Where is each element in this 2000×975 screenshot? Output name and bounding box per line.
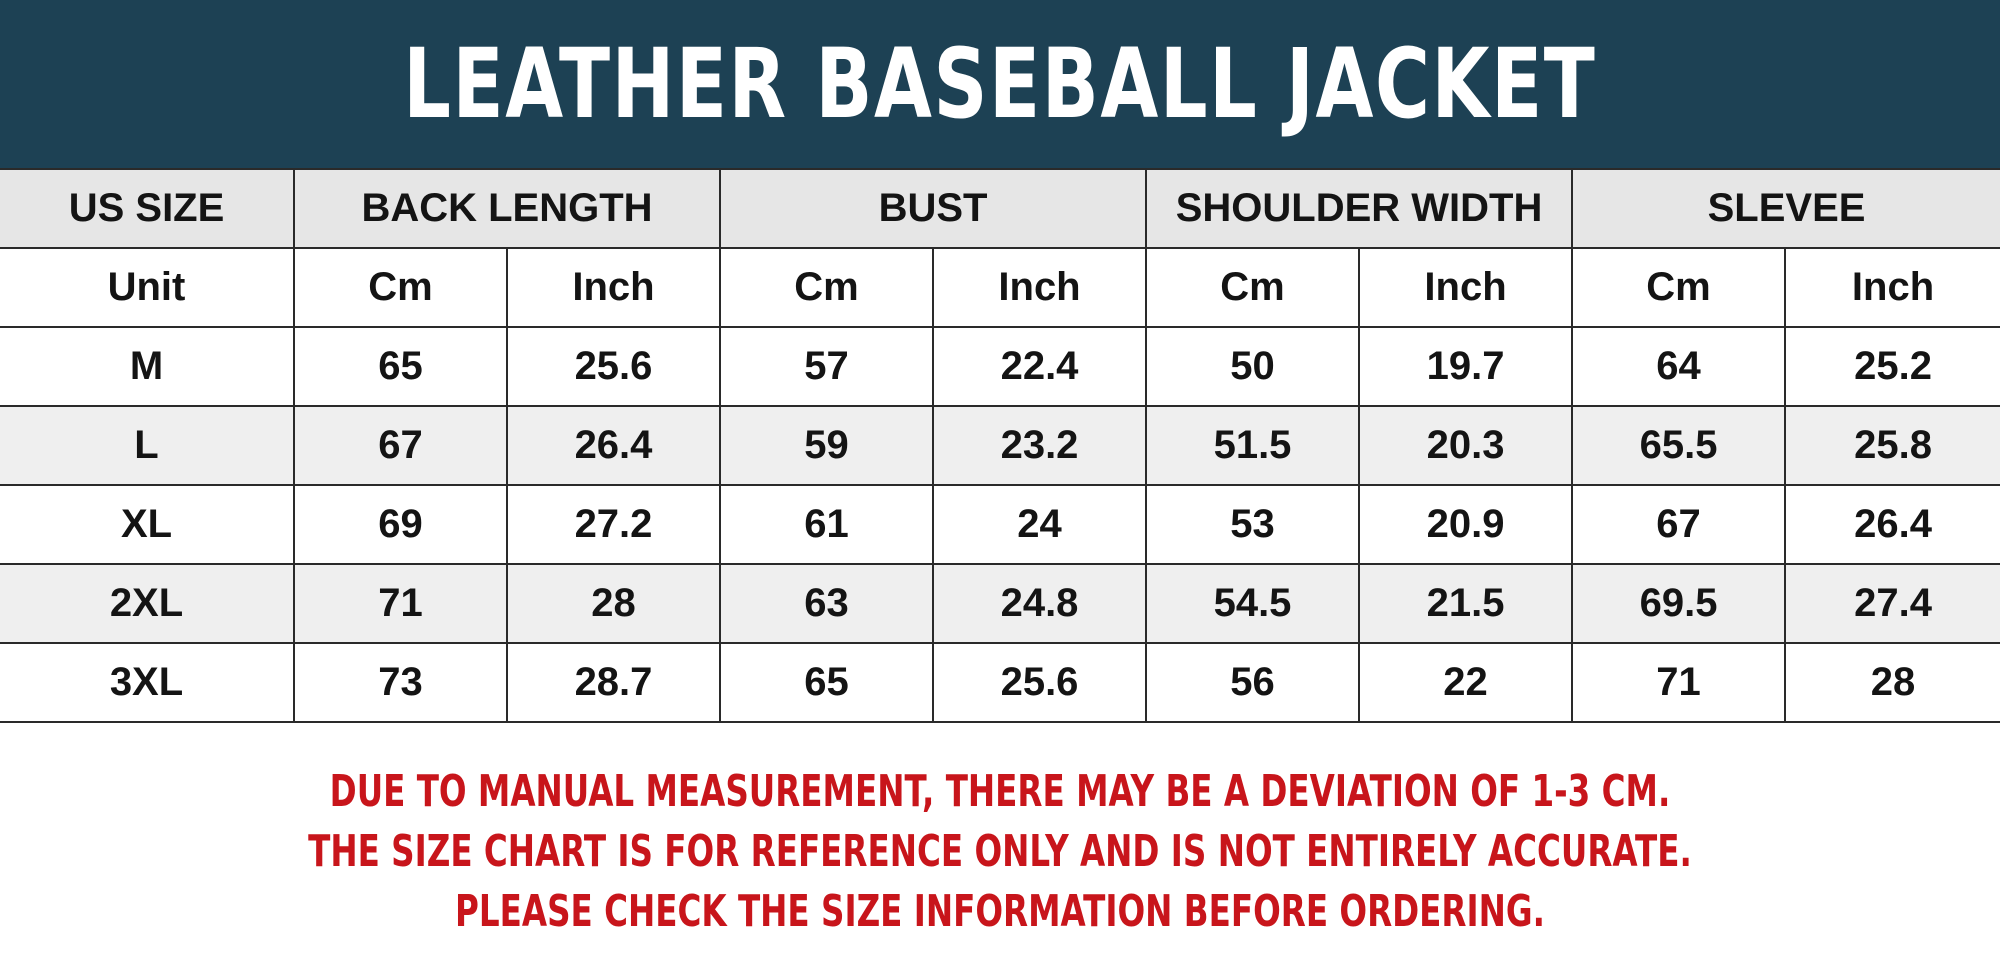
table-cell: 65 bbox=[719, 642, 934, 723]
table-cell: 51.5 bbox=[1145, 405, 1361, 486]
table-cell: 71 bbox=[293, 563, 508, 644]
size-label: 2XL bbox=[0, 563, 295, 644]
table-cell: 23.2 bbox=[931, 405, 1148, 486]
table-cell: 25.8 bbox=[1784, 405, 2000, 486]
unit-cell: Cm bbox=[719, 247, 934, 328]
notice-line: THE SIZE CHART IS FOR REFERENCE ONLY AND… bbox=[308, 826, 1692, 877]
unit-cell: Inch bbox=[506, 247, 721, 328]
table-row: 2XL 71 28 63 24.8 54.5 21.5 69.5 27.4 bbox=[0, 563, 2000, 644]
table-cell: 22 bbox=[1358, 642, 1574, 723]
header-cell-sleeve: SLEVEE bbox=[1571, 168, 2000, 249]
table-row: 3XL 73 28.7 65 25.6 56 22 71 28 bbox=[0, 642, 2000, 723]
notice-line: DUE TO MANUAL MEASUREMENT, THERE MAY BE … bbox=[329, 766, 1671, 817]
header-cell-bust: BUST bbox=[718, 168, 1148, 249]
header-cell-us-size: US SIZE bbox=[0, 168, 295, 249]
size-label: L bbox=[0, 405, 295, 486]
table-cell: 64 bbox=[1571, 326, 1787, 407]
size-label: 3XL bbox=[0, 642, 295, 723]
notice-line: PLEASE CHECK THE SIZE INFORMATION BEFORE… bbox=[455, 886, 1545, 937]
table-cell: 28 bbox=[506, 563, 721, 644]
table-cell: 56 bbox=[1145, 642, 1361, 723]
table-cell: 19.7 bbox=[1358, 326, 1574, 407]
table-cell: 20.3 bbox=[1358, 405, 1574, 486]
table-cell: 61 bbox=[719, 484, 934, 565]
page-title: LEATHER BASEBALL JACKET bbox=[403, 28, 1597, 140]
table-cell: 27.2 bbox=[506, 484, 721, 565]
unit-cell: Inch bbox=[1784, 247, 2000, 328]
table-cell: 65.5 bbox=[1571, 405, 1787, 486]
table-cell: 25.6 bbox=[506, 326, 721, 407]
table-cell: 53 bbox=[1145, 484, 1361, 565]
table-cell: 50 bbox=[1145, 326, 1361, 407]
unit-row: Unit Cm Inch Cm Inch Cm Inch Cm Inch bbox=[0, 247, 2000, 328]
table-cell: 73 bbox=[293, 642, 508, 723]
table-row: XL 69 27.2 61 24 53 20.9 67 26.4 bbox=[0, 484, 2000, 565]
unit-cell: Cm bbox=[293, 247, 508, 328]
table-cell: 28.7 bbox=[506, 642, 721, 723]
table-cell: 26.4 bbox=[506, 405, 721, 486]
table-cell: 67 bbox=[293, 405, 508, 486]
unit-cell: Inch bbox=[1358, 247, 1574, 328]
unit-cell: Cm bbox=[1571, 247, 1787, 328]
size-label: M bbox=[0, 326, 295, 407]
table-cell: 22.4 bbox=[931, 326, 1148, 407]
table-cell: 54.5 bbox=[1145, 563, 1361, 644]
table-header-row: US SIZE BACK LENGTH BUST SHOULDER WIDTH … bbox=[0, 168, 2000, 249]
table-cell: 26.4 bbox=[1784, 484, 2000, 565]
table-row: L 67 26.4 59 23.2 51.5 20.3 65.5 25.8 bbox=[0, 405, 2000, 486]
table-cell: 63 bbox=[719, 563, 934, 644]
table-cell: 20.9 bbox=[1358, 484, 1574, 565]
unit-cell: Inch bbox=[931, 247, 1148, 328]
table-cell: 25.2 bbox=[1784, 326, 2000, 407]
table-cell: 25.6 bbox=[931, 642, 1148, 723]
table-cell: 71 bbox=[1571, 642, 1787, 723]
table-cell: 65 bbox=[293, 326, 508, 407]
unit-cell: Unit bbox=[0, 247, 295, 328]
measurement-notice: DUE TO MANUAL MEASUREMENT, THERE MAY BE … bbox=[0, 762, 2000, 942]
size-chart-table: US SIZE BACK LENGTH BUST SHOULDER WIDTH … bbox=[0, 168, 2000, 723]
table-cell: 24.8 bbox=[931, 563, 1148, 644]
table-cell: 67 bbox=[1571, 484, 1787, 565]
table-cell: 24 bbox=[931, 484, 1148, 565]
table-cell: 57 bbox=[719, 326, 934, 407]
table-cell: 69.5 bbox=[1571, 563, 1787, 644]
table-cell: 59 bbox=[719, 405, 934, 486]
table-cell: 28 bbox=[1784, 642, 2000, 723]
table-cell: 69 bbox=[293, 484, 508, 565]
table-row: M 65 25.6 57 22.4 50 19.7 64 25.2 bbox=[0, 326, 2000, 407]
table-cell: 27.4 bbox=[1784, 563, 2000, 644]
header-cell-shoulder-width: SHOULDER WIDTH bbox=[1145, 168, 1574, 249]
header-cell-back-length: BACK LENGTH bbox=[293, 168, 721, 249]
size-label: XL bbox=[0, 484, 295, 565]
table-cell: 21.5 bbox=[1358, 563, 1574, 644]
title-banner: LEATHER BASEBALL JACKET bbox=[0, 0, 2000, 168]
unit-cell: Cm bbox=[1145, 247, 1361, 328]
